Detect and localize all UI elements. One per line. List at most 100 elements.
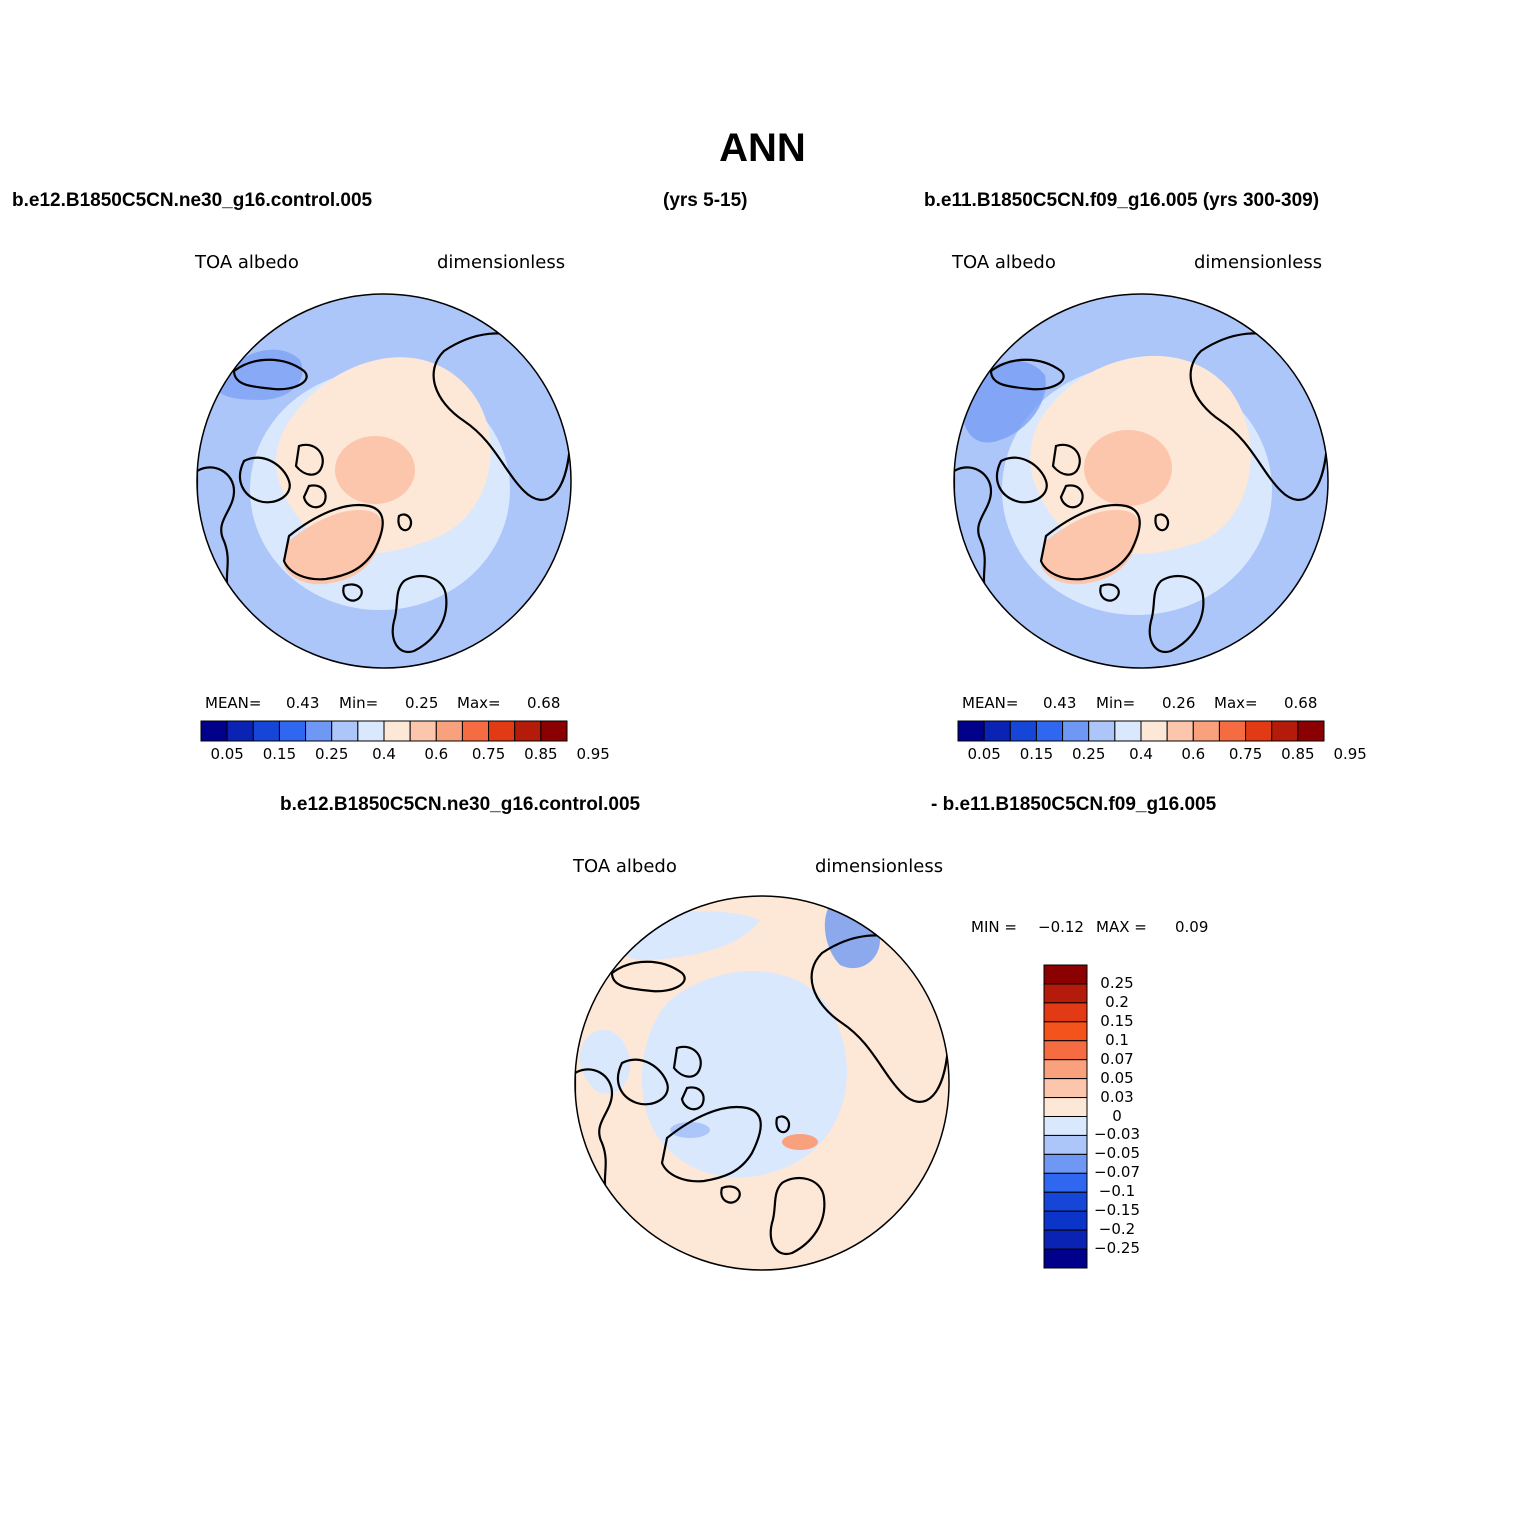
colorbar-swatch bbox=[1043, 1172, 1088, 1193]
colorbar-tick-label: 0.25 bbox=[1100, 973, 1134, 992]
panel-a-mean-value: 0.43 bbox=[286, 694, 320, 712]
colorbar-swatch bbox=[1035, 720, 1064, 742]
colorbar-swatch bbox=[1043, 1040, 1088, 1061]
colorbar-tick-label: 0.6 bbox=[424, 745, 449, 763]
panel-a-map-border bbox=[196, 293, 572, 669]
colorbar-tick-label: 0.15 bbox=[262, 745, 297, 763]
colorbar-swatch bbox=[409, 720, 437, 742]
colorbar-swatch bbox=[1297, 720, 1325, 742]
colorbar-swatch bbox=[200, 720, 228, 742]
diff-right-case-name: - b.e11.B1850C5CN.f09_g16.005 bbox=[931, 794, 1217, 815]
panel-b-max-label: Max= bbox=[1214, 694, 1258, 712]
colorbar-swatch bbox=[488, 720, 516, 742]
colorbar-swatch bbox=[1114, 720, 1142, 742]
panel-a-units-label: dimensionless bbox=[437, 252, 566, 273]
colorbar-swatch bbox=[983, 720, 1011, 742]
colorbar-swatch bbox=[435, 720, 463, 742]
colorbar-tick-label: 0.05 bbox=[1100, 1068, 1134, 1087]
panel-b-map bbox=[954, 294, 1328, 668]
colorbar-swatch bbox=[1043, 1134, 1088, 1155]
colorbar-tick-label: −0.25 bbox=[1094, 1239, 1140, 1258]
colorbar-tick-label: 0 bbox=[1112, 1106, 1122, 1125]
colorbar-swatch bbox=[1043, 983, 1088, 1004]
colorbar-tick-label: 0.75 bbox=[471, 745, 506, 763]
colorbar-swatch bbox=[1043, 1248, 1088, 1269]
colorbar-swatch bbox=[1245, 720, 1273, 742]
colorbar-swatch bbox=[331, 720, 359, 742]
diff-max-value: 0.09 bbox=[1175, 918, 1209, 936]
top-left-case-name: b.e12.B1850C5CN.ne30_g16.control.005 bbox=[12, 190, 373, 211]
colorbar-swatch bbox=[1043, 1191, 1088, 1212]
panel-b-map-border bbox=[953, 293, 1329, 669]
colorbar-tick-label: 0.4 bbox=[372, 745, 396, 763]
colorbar-tick-label: 0.75 bbox=[1228, 745, 1263, 763]
panel-a-max-label: Max= bbox=[457, 694, 501, 712]
colorbar-swatch bbox=[957, 720, 985, 742]
colorbar-swatch bbox=[305, 720, 333, 742]
panel-b-mean-label: MEAN= bbox=[962, 694, 1019, 712]
colorbar-tick-label: −0.15 bbox=[1094, 1201, 1140, 1220]
colorbar-tick-label: 0.1 bbox=[1105, 1030, 1129, 1049]
colorbar-swatch bbox=[1043, 1153, 1088, 1174]
colorbar-swatch bbox=[1043, 1002, 1088, 1023]
colorbar-tick-label: 0.05 bbox=[210, 745, 244, 763]
panel-a-colorbar bbox=[200, 720, 568, 742]
colorbar-tick-label: 0.03 bbox=[1100, 1087, 1134, 1106]
colorbar-tick-label: 0.6 bbox=[1181, 745, 1206, 763]
colorbar-tick-label: −0.1 bbox=[1098, 1182, 1136, 1201]
panel-b-min-value: 0.26 bbox=[1162, 694, 1196, 712]
panel-b-mean-value: 0.43 bbox=[1043, 694, 1077, 712]
panel-a-max-value: 0.68 bbox=[527, 694, 561, 712]
colorbar-swatch bbox=[1043, 1097, 1088, 1117]
colorbar-tick-label: −0.05 bbox=[1094, 1144, 1140, 1163]
colorbar-tick-label: 0.2 bbox=[1105, 992, 1129, 1011]
panel-a-variable-label: TOA albedo bbox=[195, 252, 299, 273]
diff-map-border bbox=[574, 895, 950, 1271]
top-right-case-name: b.e11.B1850C5CN.f09_g16.005 (yrs 300-309… bbox=[924, 190, 1320, 211]
panel-a-min-label: Min= bbox=[339, 694, 379, 712]
colorbar-swatch bbox=[383, 720, 411, 742]
panel-b-max-value: 0.68 bbox=[1284, 694, 1318, 712]
colorbar-tick-label: 0.07 bbox=[1100, 1049, 1134, 1068]
figure-title: ANN bbox=[719, 126, 806, 170]
colorbar-swatch bbox=[357, 720, 385, 742]
colorbar-swatch bbox=[1043, 1059, 1088, 1080]
colorbar-tick-label: 0.85 bbox=[524, 745, 558, 763]
diff-variable-label: TOA albedo bbox=[573, 856, 677, 877]
diff-left-case-name: b.e12.B1850C5CN.ne30_g16.control.005 bbox=[280, 794, 641, 815]
diff-colorbar bbox=[1043, 964, 1088, 1269]
panel-b-variable-label: TOA albedo bbox=[952, 252, 1056, 273]
colorbar-tick-label: 0.15 bbox=[1019, 745, 1054, 763]
colorbar-swatch bbox=[1043, 1210, 1088, 1231]
colorbar-tick-label: 0.25 bbox=[1072, 745, 1106, 763]
panel-b-min-label: Min= bbox=[1096, 694, 1136, 712]
colorbar-tick-label: 0.25 bbox=[315, 745, 349, 763]
colorbar-tick-label: −0.03 bbox=[1094, 1125, 1140, 1144]
colorbar-tick-label: 0.05 bbox=[967, 745, 1001, 763]
diff-min-label: MIN = bbox=[971, 918, 1017, 936]
colorbar-swatch bbox=[1192, 720, 1220, 742]
colorbar-swatch bbox=[278, 720, 307, 742]
colorbar-swatch bbox=[514, 720, 542, 742]
colorbar-tick-label: 0.15 bbox=[1100, 1011, 1134, 1030]
colorbar-swatch bbox=[1166, 720, 1194, 742]
colorbar-swatch bbox=[1043, 964, 1088, 985]
colorbar-tick-label: 0.85 bbox=[1281, 745, 1315, 763]
diff-min-value: −0.12 bbox=[1038, 918, 1084, 936]
panel-a-map bbox=[197, 294, 571, 668]
colorbar-tick-label: 0.95 bbox=[1333, 745, 1367, 763]
colorbar-swatch bbox=[1088, 720, 1116, 742]
colorbar-swatch bbox=[1218, 720, 1247, 742]
colorbar-tick-label: −0.07 bbox=[1094, 1163, 1140, 1182]
colorbar-swatch bbox=[1140, 720, 1168, 742]
colorbar-swatch bbox=[1009, 720, 1037, 742]
diff-max-label: MAX = bbox=[1096, 918, 1147, 936]
colorbar-swatch bbox=[1043, 1229, 1088, 1250]
colorbar-swatch bbox=[226, 720, 254, 742]
colorbar-swatch bbox=[1043, 1116, 1088, 1136]
diff-units-label: dimensionless bbox=[815, 856, 944, 877]
diff-map bbox=[575, 896, 949, 1270]
colorbar-swatch bbox=[1043, 1021, 1088, 1042]
